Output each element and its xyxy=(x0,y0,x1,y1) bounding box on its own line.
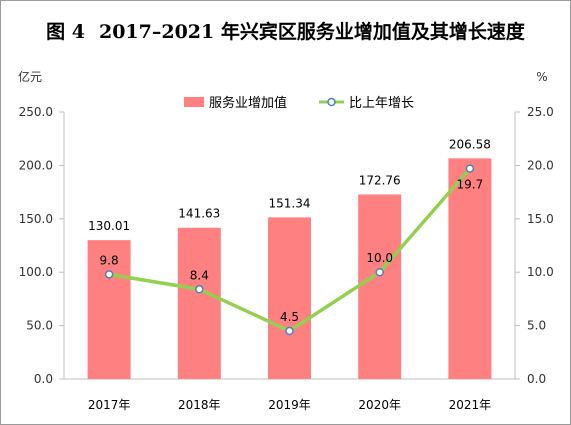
legend: 服务业增加值 比上年增长 xyxy=(184,95,414,111)
line-point xyxy=(195,285,204,294)
legend-bar-label: 服务业增加值 xyxy=(209,95,287,111)
bar xyxy=(177,227,221,379)
x-tick-label: 2020年 xyxy=(358,398,401,412)
title-text: 2017–2021 年兴宾区服务业增加值及其增长速度 xyxy=(98,21,525,43)
bar-value-label: 141.63 xyxy=(178,207,220,221)
legend-line-label: 比上年增长 xyxy=(349,96,414,111)
right-tick-label: 0.0 xyxy=(527,372,546,386)
line-point xyxy=(375,267,384,277)
right-tick-label: 10.0 xyxy=(527,265,554,279)
line-value-label: 9.8 xyxy=(100,253,119,267)
line-value-label: 10.0 xyxy=(366,251,393,265)
bar-value-label: 130.01 xyxy=(88,219,130,233)
left-axis-unit: 亿元 xyxy=(18,69,42,84)
right-tick-label: 20.0 xyxy=(527,158,554,172)
line-value-labels: 9.8 8.4 4.5 10.0 19.7 xyxy=(100,178,484,324)
chart-title: 图 4 2017–2021 年兴宾区服务业增加值及其增长速度 xyxy=(1,17,570,44)
left-tick-label: 250.0 xyxy=(19,105,53,119)
line-value-label: 4.5 xyxy=(280,310,299,324)
left-tick-label: 200.0 xyxy=(19,158,53,172)
right-axis-ticks: 0.0 5.0 10.0 15.0 20.0 25.0 xyxy=(515,105,554,386)
right-tick-label: 15.0 xyxy=(527,212,554,226)
line-series xyxy=(104,164,475,336)
x-tick-label: 2019年 xyxy=(268,398,311,412)
left-tick-label: 0.0 xyxy=(34,372,53,386)
figure-number: 图 4 xyxy=(46,21,85,43)
bar-value-label: 206.58 xyxy=(449,137,491,151)
bar xyxy=(87,240,131,379)
legend-bar-swatch xyxy=(184,97,204,107)
left-tick-label: 150.0 xyxy=(19,212,53,226)
bar-value-label: 172.76 xyxy=(359,173,401,187)
bar-value-label: 151.34 xyxy=(269,196,311,210)
line-point xyxy=(104,270,114,279)
x-tick-label: 2021年 xyxy=(449,398,492,412)
line-value-label: 19.7 xyxy=(457,178,484,192)
bar xyxy=(268,217,311,379)
x-axis-ticks: 2017年 2018年 2019年 2020年 2021年 xyxy=(88,398,491,412)
x-tick-label: 2017年 xyxy=(88,398,131,412)
bar-series xyxy=(87,158,492,379)
line-point xyxy=(465,164,475,173)
line-value-label: 8.4 xyxy=(190,268,209,282)
left-tick-label: 50.0 xyxy=(26,319,53,333)
bar xyxy=(448,158,492,379)
left-tick-label: 100.0 xyxy=(19,265,53,279)
right-tick-label: 5.0 xyxy=(527,319,546,333)
right-axis-unit: % xyxy=(536,70,547,84)
right-tick-label: 25.0 xyxy=(527,105,554,119)
legend-line-marker xyxy=(327,97,336,107)
bar xyxy=(358,194,402,379)
bar-value-labels: 130.01 141.63 151.34 172.76 206.58 xyxy=(88,137,491,233)
x-tick-label: 2018年 xyxy=(178,398,221,412)
left-axis-ticks: 0.0 50.0 100.0 150.0 200.0 250.0 xyxy=(19,105,64,386)
line-point xyxy=(285,326,294,336)
